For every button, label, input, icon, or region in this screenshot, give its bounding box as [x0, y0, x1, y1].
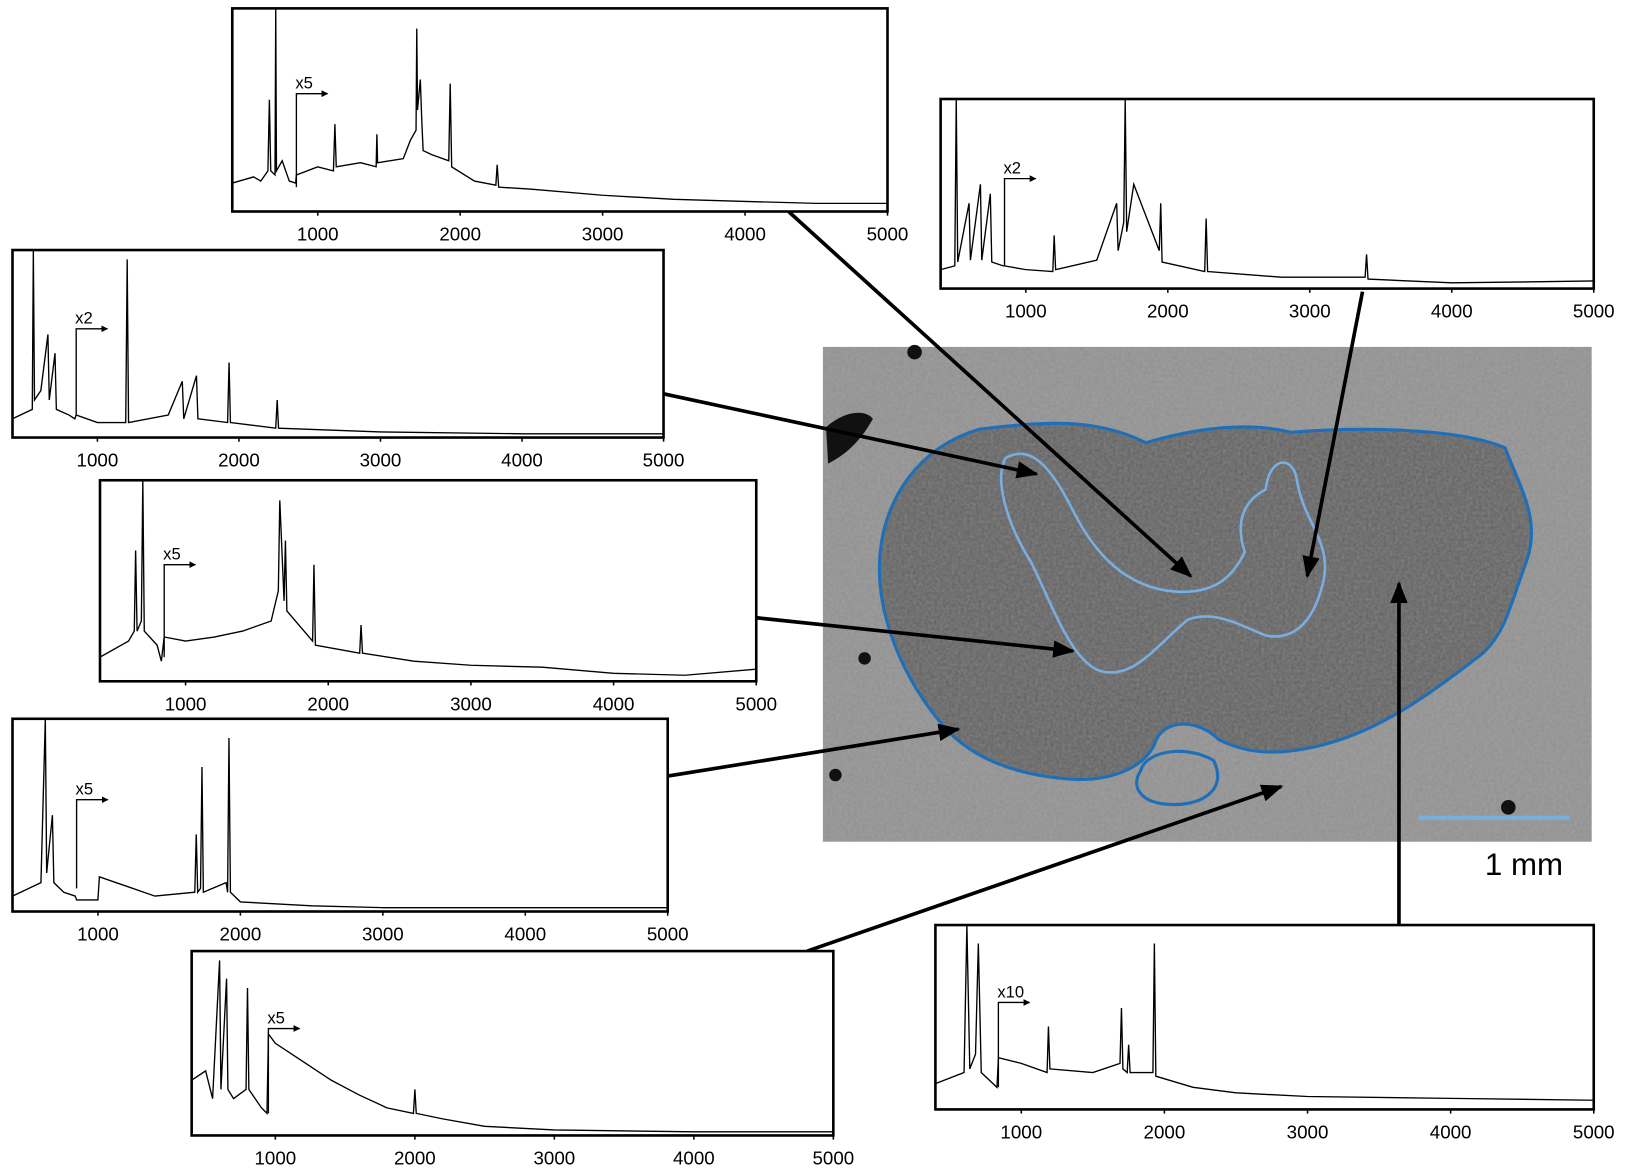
plot-frame — [11, 248, 665, 439]
x-tick-label: 3000 — [360, 450, 402, 471]
x-tick-label: 2000 — [439, 224, 481, 245]
plot-frame — [11, 717, 670, 913]
x-tick-label: 1000 — [1005, 301, 1047, 322]
spectrum-line — [12, 718, 668, 909]
spectrum-panel: 1000 2000 3000 4000 5000 x5 — [11, 717, 689, 945]
x-tick-label: 2000 — [220, 924, 262, 945]
x-tick-label: 4000 — [501, 450, 543, 471]
x-tick-label: 5000 — [735, 693, 777, 714]
x-tick-label: 5000 — [867, 224, 909, 245]
spectrum-panel: 1000 2000 3000 4000 5000 x5 — [190, 949, 854, 1169]
x-tick-label: 1000 — [1000, 1122, 1042, 1143]
spectrum-panel: 1000 2000 3000 4000 5000 x10 — [934, 923, 1615, 1143]
x-tick-label: 4000 — [673, 1148, 715, 1169]
x-tick-label: 1000 — [77, 450, 119, 471]
spectrum-line — [99, 480, 757, 676]
x-tick-label: 1000 — [77, 924, 119, 945]
x-tick-label: 2000 — [307, 693, 349, 714]
plot-frame — [939, 97, 1596, 290]
x-tick-label: 2000 — [394, 1148, 436, 1169]
spectrum-line — [232, 8, 888, 205]
pointer-arrows — [663, 210, 1408, 953]
x-tick-label: 3000 — [582, 224, 624, 245]
spectrum-line — [12, 250, 664, 435]
scale-arrow — [997, 999, 1031, 1088]
plot-frame — [98, 478, 758, 683]
scale-annotation: x5 — [295, 73, 313, 92]
scale-annotation: x2 — [75, 309, 93, 328]
x-tick-label: 4000 — [724, 224, 766, 245]
x-tick-label: 5000 — [643, 450, 685, 471]
x-tick-label: 4000 — [593, 693, 635, 714]
x-tick-label: 3000 — [533, 1148, 575, 1169]
x-tick-label: 5000 — [647, 924, 689, 945]
x-tick-label: 4000 — [504, 924, 546, 945]
tissue-image — [822, 344, 1592, 842]
x-tick-label: 1000 — [165, 693, 207, 714]
scale-bar-label: 1 mm — [1485, 847, 1563, 882]
x-tick-label: 5000 — [1573, 1122, 1615, 1143]
scale-annotation: x5 — [163, 544, 181, 563]
x-tick-label: 1000 — [297, 224, 339, 245]
spectrum-panel: 1000 2000 3000 4000 5000 x5 — [98, 478, 777, 714]
spectrum-panel: 1000 2000 3000 4000 5000 x2 — [11, 248, 685, 471]
scale-arrow — [295, 90, 329, 188]
scale-annotation: x5 — [76, 780, 94, 799]
scale-arrow — [75, 796, 109, 889]
spectrum-line — [935, 925, 1594, 1101]
scale-arrow — [267, 1025, 301, 1114]
plot-frame — [230, 7, 889, 213]
plot-frame — [190, 949, 835, 1137]
scale-arrow — [163, 561, 197, 658]
scale-arrow — [75, 325, 109, 416]
scale-annotation: x10 — [997, 982, 1024, 1001]
x-tick-label: 4000 — [1430, 1122, 1472, 1143]
x-tick-label: 2000 — [218, 450, 260, 471]
x-tick-label: 2000 — [1144, 1122, 1186, 1143]
x-tick-label: 3000 — [362, 924, 404, 945]
x-tick-label: 3000 — [450, 693, 492, 714]
x-tick-label: 3000 — [1289, 301, 1331, 322]
scale-annotation: x5 — [267, 1008, 285, 1027]
x-tick-label: 4000 — [1431, 301, 1473, 322]
x-tick-label: 3000 — [1287, 1122, 1329, 1143]
spectrum-panel: 1000 2000 3000 4000 5000 x2 — [939, 97, 1615, 322]
spectrum-panel: 1000 2000 3000 4000 5000 x5 — [230, 7, 909, 245]
x-tick-label: 5000 — [812, 1148, 854, 1169]
plot-frame — [934, 923, 1596, 1111]
scale-annotation: x2 — [1003, 158, 1021, 177]
x-tick-label: 5000 — [1573, 301, 1615, 322]
x-tick-label: 1000 — [255, 1148, 297, 1169]
x-tick-label: 2000 — [1147, 301, 1189, 322]
spectrum-line — [940, 98, 1594, 284]
scale-arrow — [1003, 175, 1037, 266]
